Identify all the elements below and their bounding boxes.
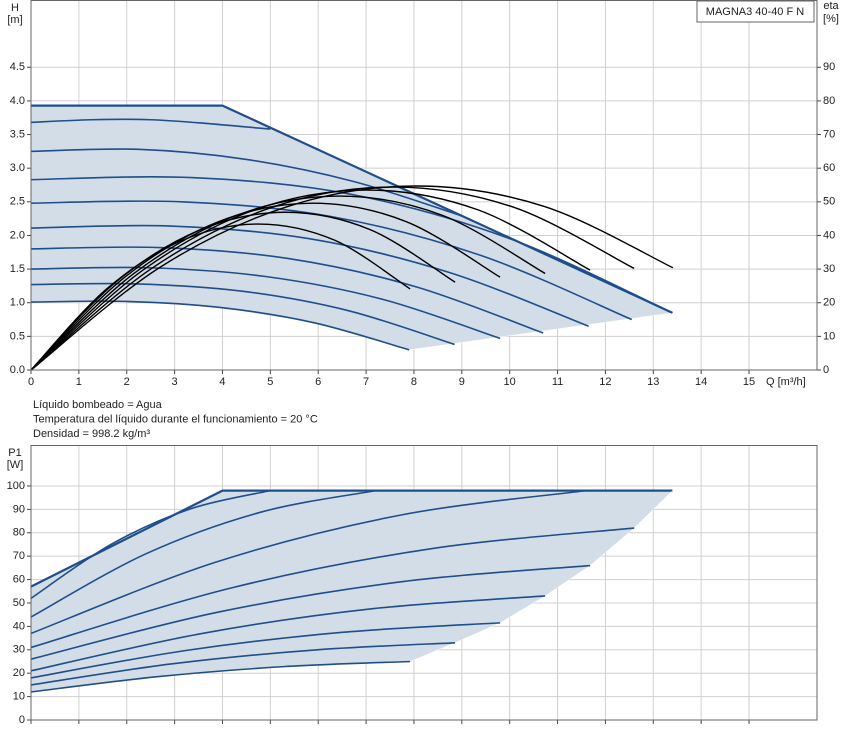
y2-tick-label: 60 — [823, 162, 835, 174]
x-tick-label: 1 — [76, 376, 82, 388]
y-axis-label: H — [11, 2, 19, 14]
performance-curve — [30, 641, 456, 686]
performance-curve — [30, 118, 271, 130]
y-tick-label: 4.0 — [10, 95, 25, 107]
y-tick-label: 80 — [13, 527, 25, 539]
x-tick-label: 9 — [459, 376, 465, 388]
y2-axis-unit: [%] — [823, 13, 839, 25]
y-axis-unit: [m] — [7, 14, 22, 26]
y2-tick-label: 10 — [823, 330, 835, 342]
performance-curve — [30, 176, 673, 314]
y-tick-label: 20 — [13, 667, 25, 679]
y-tick-label: 3.5 — [10, 128, 25, 140]
y-tick-label: 50 — [13, 597, 25, 609]
performance-curve — [30, 622, 501, 679]
y-tick-label: 0 — [19, 714, 25, 726]
y2-tick-label: 20 — [823, 297, 835, 309]
performance-curve — [30, 660, 411, 693]
x-tick-label: 11 — [552, 376, 563, 388]
x-tick-label: 4 — [219, 376, 225, 388]
y2-tick-label: 80 — [823, 95, 835, 107]
efficiency-curve — [30, 185, 674, 371]
y-tick-label: 0.0 — [10, 364, 25, 376]
performance-curve — [30, 224, 589, 328]
performance-curve — [30, 246, 544, 334]
operating-region — [31, 490, 673, 692]
efficiency-curve — [30, 223, 411, 371]
performance-curve — [30, 564, 591, 660]
y2-tick-label: 30 — [823, 263, 835, 275]
x-tick-label: 0 — [28, 376, 34, 388]
efficiency-curve — [30, 195, 546, 371]
performance-curve — [30, 282, 455, 346]
y-tick-label: 100 — [7, 480, 25, 492]
y2-tick-label: 0 — [823, 364, 829, 376]
y2-axis-label: eta — [823, 0, 839, 12]
annotation: Densidad = 998.2 kg/m³ — [33, 428, 150, 440]
performance-curve — [30, 266, 501, 340]
y-axis-unit: [W] — [7, 459, 24, 471]
x-tick-label: 14 — [695, 376, 707, 388]
y-tick-label: 60 — [13, 573, 25, 585]
y-tick-label: 3.0 — [10, 162, 25, 174]
x-tick-label: 10 — [504, 376, 516, 388]
y-tick-label: 4.5 — [10, 61, 25, 73]
y-tick-label: 10 — [13, 691, 25, 703]
x-axis-label: Q [m³/h] — [766, 376, 806, 388]
y-tick-label: 1.0 — [10, 297, 25, 309]
y-tick-label: 2.5 — [10, 196, 25, 208]
x-tick-label: 15 — [743, 376, 755, 388]
performance-curve — [30, 595, 546, 672]
y-tick-label: 30 — [13, 644, 25, 656]
performance-curve — [30, 527, 635, 649]
performance-curve — [30, 200, 633, 321]
operating-region — [31, 105, 673, 350]
plot-frame — [30, 445, 818, 721]
x-tick-label: 3 — [172, 376, 178, 388]
y-axis-label: P1 — [8, 447, 21, 459]
y-tick-label: 2.0 — [10, 229, 25, 241]
x-tick-label: 7 — [363, 376, 369, 388]
x-tick-label: 8 — [411, 376, 417, 388]
y-tick-label: 70 — [13, 550, 25, 562]
x-tick-label: 2 — [124, 376, 130, 388]
y2-tick-label: 70 — [823, 128, 835, 140]
model-label-box — [696, 0, 815, 23]
y-tick-label: 40 — [13, 620, 25, 632]
x-tick-label: 6 — [315, 376, 321, 388]
efficiency-curve — [30, 189, 591, 371]
y2-tick-label: 50 — [823, 196, 835, 208]
model-label: MAGNA3 40-40 F N — [706, 6, 804, 18]
performance-curve — [30, 489, 587, 635]
y2-tick-label: 90 — [823, 61, 835, 73]
x-tick-label: 5 — [267, 376, 273, 388]
efficiency-curve — [30, 186, 635, 371]
performance-curve — [30, 489, 376, 618]
performance-curve — [30, 489, 271, 599]
annotation: Temperatura del líquido durante el funci… — [33, 413, 318, 425]
x-tick-label: 12 — [599, 376, 611, 388]
y-tick-label: 90 — [13, 503, 25, 515]
efficiency-curve — [30, 211, 456, 371]
performance-curve — [30, 148, 463, 217]
y-tick-label: 0.5 — [10, 330, 25, 342]
plot-frame — [30, 0, 818, 371]
y-tick-label: 1.5 — [10, 263, 25, 275]
y2-tick-label: 40 — [823, 229, 835, 241]
annotation: Líquido bombeado = Agua — [33, 399, 163, 411]
x-tick-label: 13 — [647, 376, 659, 388]
